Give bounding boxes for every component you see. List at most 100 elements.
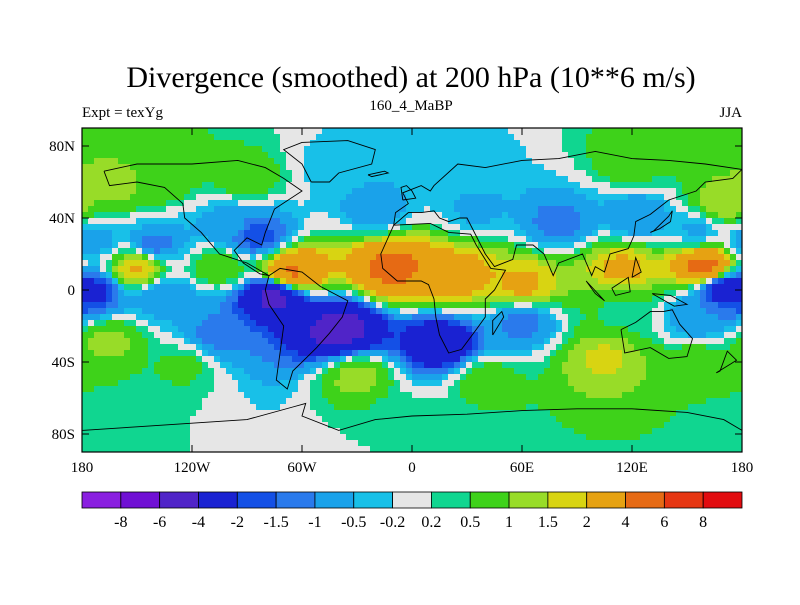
field-cell — [190, 386, 197, 393]
field-cell — [622, 170, 629, 177]
field-cell — [100, 386, 107, 393]
field-cell — [262, 278, 269, 285]
field-cell — [328, 284, 335, 291]
field-cell — [676, 176, 683, 183]
field-cell — [460, 308, 467, 315]
field-cell — [496, 368, 503, 375]
field-cell — [574, 344, 581, 351]
field-cell — [730, 206, 737, 213]
field-cell — [538, 224, 545, 231]
field-cell — [160, 170, 167, 177]
field-cell — [250, 164, 257, 171]
field-cell — [718, 278, 725, 285]
field-cell — [592, 344, 599, 351]
field-cell — [724, 254, 731, 261]
field-cell — [460, 290, 467, 297]
field-cell — [166, 152, 173, 159]
field-cell — [328, 236, 335, 243]
field-cell — [214, 206, 221, 213]
field-cell — [208, 176, 215, 183]
field-cell — [682, 338, 689, 345]
field-cell — [490, 362, 497, 369]
field-cell — [190, 182, 197, 189]
field-cell — [268, 380, 275, 387]
field-cell — [508, 236, 515, 243]
field-cell — [730, 260, 737, 267]
field-cell — [202, 278, 209, 285]
field-cell — [244, 266, 251, 273]
field-cell — [304, 128, 311, 135]
field-cell — [586, 320, 593, 327]
field-cell — [430, 326, 437, 333]
field-cell — [286, 338, 293, 345]
field-cell — [310, 158, 317, 165]
field-cell — [310, 320, 317, 327]
field-cell — [244, 212, 251, 219]
field-cell — [424, 332, 431, 339]
field-cell — [448, 374, 455, 381]
field-cell — [304, 362, 311, 369]
field-cell — [298, 386, 305, 393]
field-cell — [526, 254, 533, 261]
field-cell — [178, 218, 185, 225]
field-cell — [460, 374, 467, 381]
field-cell — [358, 266, 365, 273]
field-cell — [136, 254, 143, 261]
field-cell — [376, 314, 383, 321]
field-cell — [208, 380, 215, 387]
field-cell — [166, 200, 173, 207]
field-cell — [370, 326, 377, 333]
field-cell — [388, 380, 395, 387]
field-cell — [118, 128, 125, 135]
field-cell — [178, 356, 185, 363]
field-cell — [256, 314, 263, 321]
field-cell — [448, 260, 455, 267]
field-cell — [598, 284, 605, 291]
field-cell — [718, 374, 725, 381]
field-cell — [442, 314, 449, 321]
field-cell — [172, 236, 179, 243]
field-cell — [136, 350, 143, 357]
field-cell — [688, 236, 695, 243]
field-cell — [550, 158, 557, 165]
field-cell — [442, 266, 449, 273]
field-cell — [382, 146, 389, 153]
field-cell — [472, 140, 479, 147]
field-cell — [658, 386, 665, 393]
field-cell — [400, 362, 407, 369]
field-cell — [376, 326, 383, 333]
field-cell — [118, 212, 125, 219]
field-cell — [196, 374, 203, 381]
field-cell — [724, 140, 731, 147]
field-cell — [466, 194, 473, 201]
field-cell — [556, 170, 563, 177]
field-cell — [484, 338, 491, 345]
field-cell — [640, 254, 647, 261]
field-cell — [658, 218, 665, 225]
field-cell — [310, 206, 317, 213]
field-cell — [544, 206, 551, 213]
field-cell — [676, 146, 683, 153]
field-cell — [292, 332, 299, 339]
field-cell — [82, 350, 89, 357]
field-cell — [586, 218, 593, 225]
field-cell — [700, 188, 707, 195]
field-cell — [124, 278, 131, 285]
field-cell — [382, 338, 389, 345]
field-cell — [94, 374, 101, 381]
field-cell — [550, 236, 557, 243]
field-cell — [130, 296, 137, 303]
field-cell — [442, 224, 449, 231]
field-cell — [562, 176, 569, 183]
field-cell — [160, 386, 167, 393]
field-cell — [514, 134, 521, 141]
field-cell — [562, 164, 569, 171]
field-cell — [676, 182, 683, 189]
field-cell — [142, 242, 149, 249]
field-cell — [598, 200, 605, 207]
field-cell — [142, 398, 149, 405]
field-cell — [538, 254, 545, 261]
field-cell — [634, 260, 641, 267]
field-cell — [100, 140, 107, 147]
field-cell — [574, 248, 581, 255]
